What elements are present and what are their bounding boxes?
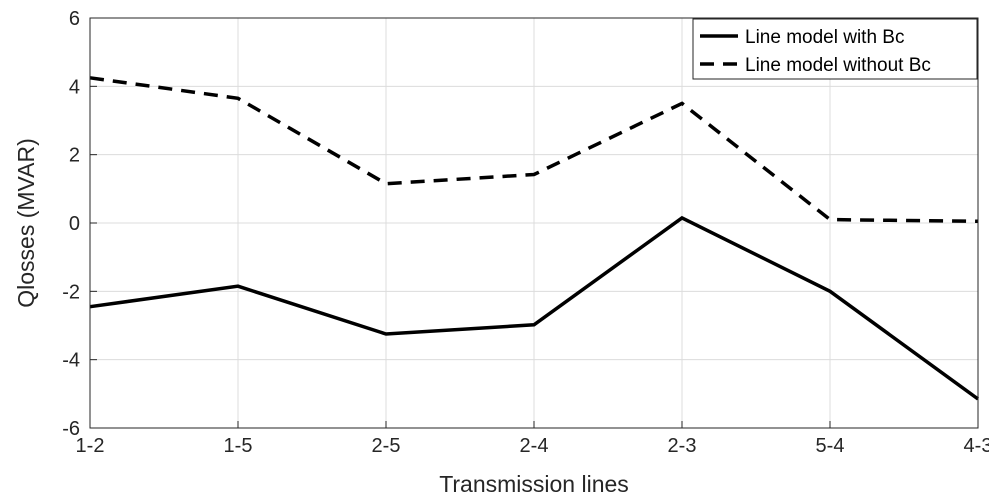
- x-tick-label: 2-4: [520, 435, 549, 457]
- y-tick-label: 2: [69, 145, 80, 167]
- legend-label-series-2: Line model without Bc: [745, 55, 931, 76]
- x-tick-label: 2-3: [668, 435, 697, 457]
- y-tick-label: 0: [69, 213, 80, 235]
- legend-box: [692, 18, 978, 80]
- x-tick-label: 1-5: [224, 435, 253, 457]
- x-tick-label: 2-5: [372, 435, 401, 457]
- x-axis-title: Transmission lines: [439, 471, 629, 497]
- series-lines: [89, 76, 980, 401]
- legend: Line model with Bc Line model without Bc: [692, 18, 978, 80]
- legend-label-series-1: Line model with Bc: [745, 27, 904, 48]
- y-tick-label: -6: [62, 418, 80, 440]
- x-axis-ticks: 1-2 1-5 2-5 2-4 2-3 5-4 4-3: [76, 421, 989, 457]
- y-tick-label: -2: [62, 281, 80, 303]
- y-tick-label: 4: [69, 76, 80, 98]
- y-axis-ticks: -6 -4 -2 0 2 4 6: [62, 8, 97, 440]
- x-tick-label: 1-2: [76, 435, 105, 457]
- x-tick-label: 5-4: [816, 435, 845, 457]
- y-axis-title: Qlosses (MVAR): [13, 138, 39, 308]
- y-tick-label: -4: [62, 350, 80, 372]
- plot-frame: [89, 17, 979, 429]
- x-tick-label: 4-3: [964, 435, 989, 457]
- y-tick-label: 6: [69, 8, 80, 30]
